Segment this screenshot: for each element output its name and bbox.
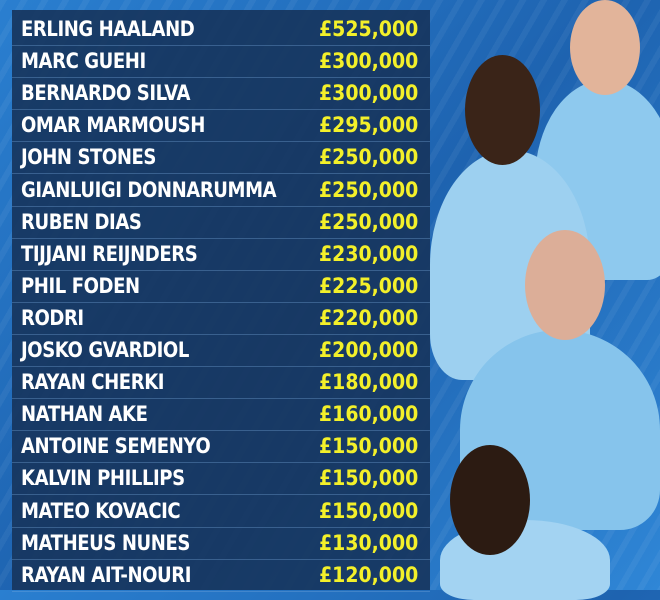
player-name: OMAR MARMOUSH (21, 113, 205, 138)
weekly-wage: £230,000 (318, 241, 418, 266)
player-name: MATHEUS NUNES (21, 530, 190, 555)
player-head (465, 55, 540, 165)
player-name: RAYAN AIT-NOURI (21, 562, 192, 587)
player-name: JOSKO GVARDIOL (21, 338, 189, 362)
weekly-wage: £250,000 (318, 209, 418, 234)
player-name: ANTOINE SEMENYO (21, 434, 211, 459)
player-head (450, 445, 530, 555)
player-name: TIJJANI REIJNDERS (21, 241, 198, 266)
player-name: MARC GUEHI (21, 49, 146, 74)
player-name: GIANLUIGI DONNARUMMA (21, 177, 277, 202)
weekly-wage: £200,000 (318, 338, 418, 362)
table-row: RAYAN AIT-NOURI £120,000 (12, 560, 430, 592)
player-name: BERNARDO SILVA (21, 81, 191, 106)
player-name: RAYAN CHERKI (21, 370, 165, 395)
player-head (570, 0, 640, 95)
table-row: MATEO KOVACIC £150,000 (12, 496, 430, 528)
table-row: RODRI £220,000 (12, 303, 430, 335)
player-name: PHIL FODEN (21, 273, 140, 298)
table-row: KALVIN PHILLIPS £150,000 (12, 463, 430, 496)
table-row: JOHN STONES £250,000 (12, 142, 430, 175)
table-row: OMAR MARMOUSH £295,000 (12, 110, 430, 143)
weekly-wage: £220,000 (318, 305, 418, 330)
weekly-wage: £150,000 (318, 466, 418, 491)
table-row: JOSKO GVARDIOL £200,000 (12, 335, 430, 367)
table-row: MATHEUS NUNES £130,000 (12, 528, 430, 560)
weekly-wage: £300,000 (318, 81, 418, 106)
player-name: MATEO KOVACIC (21, 498, 181, 523)
player-name: ERLING HAALAND (21, 17, 195, 41)
weekly-wage: £300,000 (318, 49, 418, 74)
table-row: BERNARDO SILVA £300,000 (12, 78, 430, 111)
weekly-wage: £250,000 (318, 145, 418, 170)
player-name: NATHAN AKE (21, 402, 148, 427)
player-name: JOHN STONES (21, 145, 157, 170)
table-row: NATHAN AKE £160,000 (12, 399, 430, 432)
player-name: RUBEN DIAS (21, 209, 142, 234)
table-row: PHIL FODEN £225,000 (12, 271, 430, 303)
weekly-wage: £250,000 (318, 177, 418, 202)
weekly-wage: £120,000 (318, 562, 418, 587)
weekly-wage: £130,000 (318, 530, 418, 555)
table-row: RAYAN CHERKI £180,000 (12, 367, 430, 400)
wages-table: ERLING HAALAND £525,000 MARC GUEHI £300,000… (12, 10, 430, 592)
table-row: TIJJANI REIJNDERS £230,000 (12, 239, 430, 271)
table-row: RUBEN DIAS £250,000 (12, 207, 430, 239)
player-name: KALVIN PHILLIPS (21, 466, 185, 491)
table-row: ANTOINE SEMENYO £150,000 (12, 431, 430, 464)
table-row: GIANLUIGI DONNARUMMA £250,000 (12, 175, 430, 207)
table-row: ERLING HAALAND £525,000 (12, 14, 430, 46)
player-head (525, 230, 605, 340)
weekly-wage: £160,000 (318, 402, 418, 427)
weekly-wage: £525,000 (318, 17, 418, 41)
weekly-wage: £295,000 (318, 113, 418, 138)
player-name: RODRI (21, 305, 84, 330)
weekly-wage: £150,000 (318, 434, 418, 459)
players-photo (430, 0, 660, 600)
weekly-wage: £150,000 (318, 498, 418, 523)
weekly-wage: £225,000 (318, 273, 418, 298)
weekly-wage: £180,000 (318, 370, 418, 395)
table-row: MARC GUEHI £300,000 (12, 46, 430, 79)
